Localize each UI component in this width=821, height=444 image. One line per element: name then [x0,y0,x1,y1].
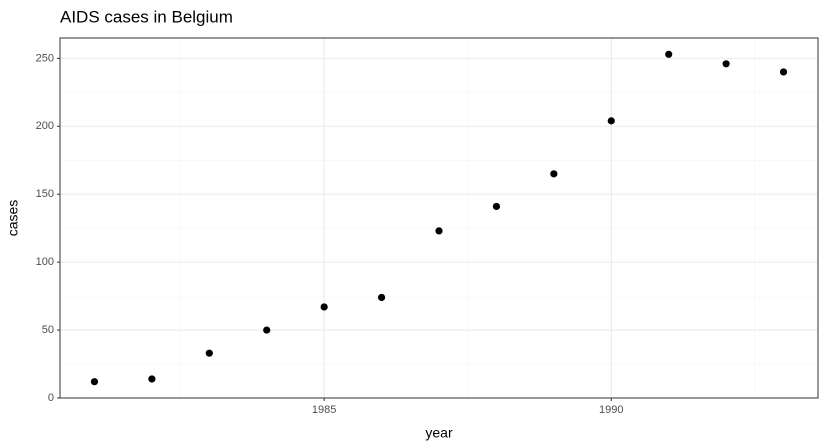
point [779,68,788,76]
x-axis-title: year [425,425,453,441]
chart-title: AIDS cases in Belgium [60,7,233,26]
point [148,375,156,383]
point [263,326,271,334]
y-tick-label: 0 [48,392,54,404]
point [205,349,213,357]
y-tick-label: 200 [36,120,54,132]
x-tick-label: 1985 [312,404,336,416]
point [607,117,615,125]
x-tick-label: 1990 [599,404,623,416]
point [665,50,673,58]
y-tick-label: 100 [36,256,54,268]
point [435,227,443,235]
point [377,293,386,302]
plot-border [59,37,819,399]
point [492,202,501,211]
y-axis-title: cases [5,200,21,237]
plot-panel [60,38,818,398]
y-tick-label: 250 [36,52,54,64]
y-tick-label: 50 [42,324,54,336]
point [320,303,328,311]
point [90,378,99,386]
point [550,170,558,178]
y-tick-label: 150 [36,188,54,200]
point [722,60,730,68]
